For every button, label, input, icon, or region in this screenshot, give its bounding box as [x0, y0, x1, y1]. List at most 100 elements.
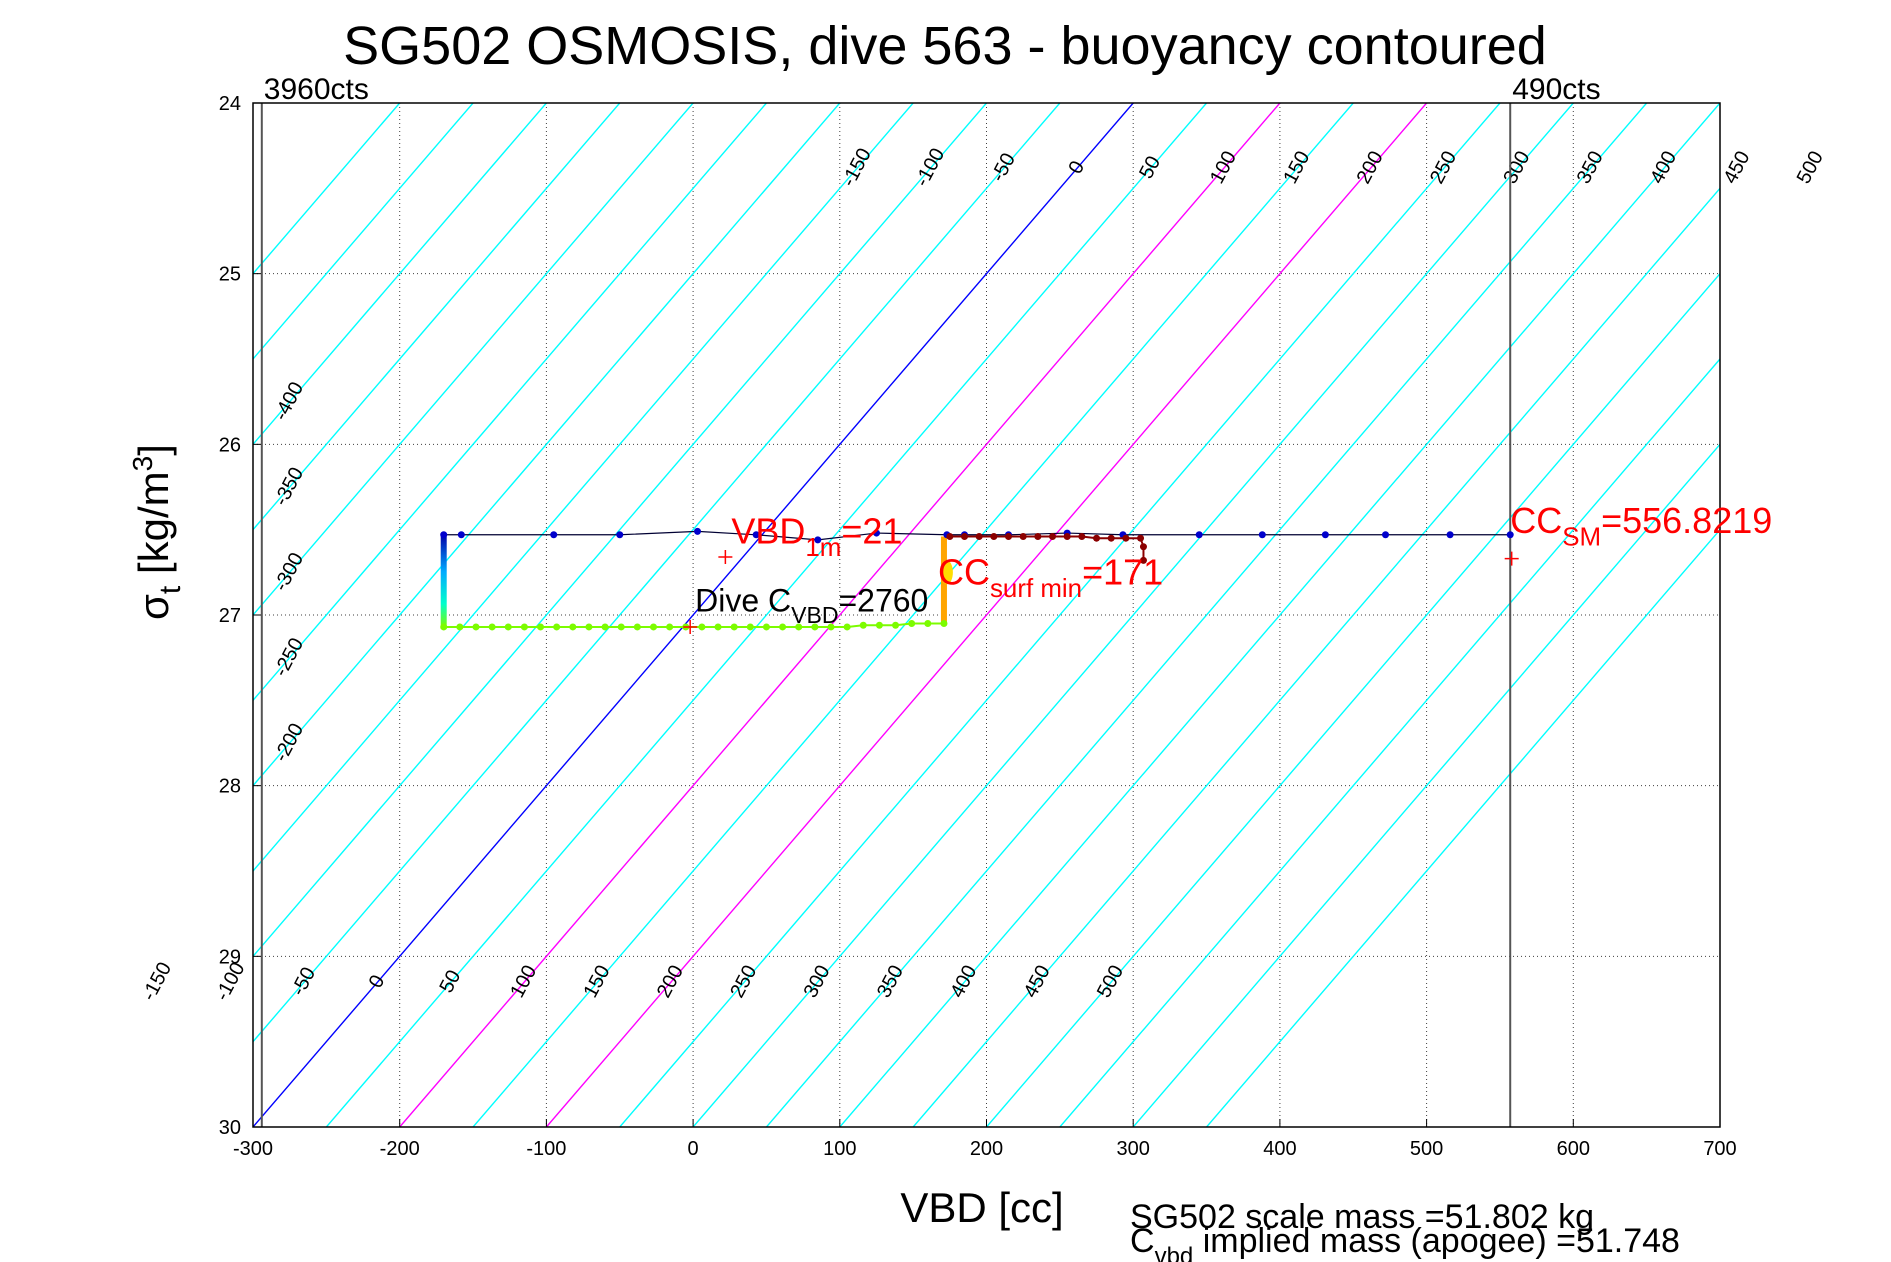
series — [440, 527, 1514, 631]
bottom-point — [859, 621, 867, 629]
apogee-point — [1063, 532, 1071, 540]
y-axis-label-sigma: σ — [130, 594, 177, 620]
contour-line — [325, 103, 1208, 1127]
annotation-dive-cvbd-value: =2760 — [838, 583, 928, 619]
bottom-point — [440, 623, 448, 631]
surface-point — [1506, 531, 1514, 539]
annotation-dive-cvbd: Dive CVBD=2760 — [695, 583, 928, 628]
bottom-point — [585, 623, 593, 631]
y-tick-label: 25 — [219, 264, 241, 286]
apogee-point — [975, 532, 983, 540]
x-tick-label: 400 — [1263, 1138, 1296, 1160]
contour-label-top: 450 — [1719, 148, 1754, 188]
apogee-point — [1078, 532, 1086, 540]
y-axis-label: σt [kg/m3] — [127, 444, 187, 620]
apogee-point — [1139, 556, 1147, 564]
bottom-point — [666, 623, 674, 631]
y-axis-label-unit-sup: 3 — [127, 456, 158, 472]
surface-point — [872, 529, 880, 537]
apogee-point — [1049, 532, 1057, 540]
contour-line — [253, 103, 474, 361]
vline-label-right: 490cts — [1512, 73, 1600, 106]
bottom-point — [908, 620, 916, 628]
bottom-point — [875, 621, 883, 629]
apogee-point — [1005, 532, 1013, 540]
annotation-cc-surf-min-sub: surf min — [990, 575, 1082, 603]
footer-implied-mass: Cvbd implied mass (apogee) =51.748 — [1130, 1222, 1680, 1262]
axis-ticks: -300 -200 -100 0 100 200 300 400 500 600 700 24 25 26… — [219, 93, 1737, 1160]
contour-label-top: 500 — [1793, 148, 1828, 188]
footer-cvbd-main: C — [1130, 1222, 1155, 1260]
bottom-point — [843, 623, 851, 631]
bottom-point — [472, 623, 480, 631]
chart-title: SG502 OSMOSIS, dive 563 - buoyancy conto… — [343, 16, 1547, 76]
y-axis-label-unit-pre: [kg/m — [130, 471, 177, 585]
annotation-vbd-1m-main: VBD — [731, 510, 805, 551]
plus-marker — [683, 619, 698, 634]
contour-line — [1059, 357, 1720, 1127]
contour-line — [1206, 528, 1720, 1127]
y-axis-label-sub: t — [154, 585, 187, 594]
contour-line — [472, 103, 1354, 1127]
bottom-point — [698, 623, 706, 631]
descent-bar — [440, 534, 447, 627]
x-tick-label: 700 — [1703, 1138, 1736, 1160]
annotation-cc-sm: CCSM=556.8219 — [1510, 500, 1772, 552]
annotation-cc-surf-min: CCsurf min=171 — [938, 551, 1163, 603]
contour-line — [545, 103, 1428, 1127]
surface-point — [550, 531, 558, 539]
contour-line — [253, 103, 1061, 1043]
apogee-point — [960, 532, 968, 540]
annotation-cc-surf-min-main: CC — [938, 551, 990, 592]
surface-point — [752, 531, 760, 539]
bottom-point — [617, 623, 625, 631]
contour-line — [253, 103, 621, 531]
contour-line — [253, 103, 914, 873]
annotation-cc-sm-sub: SM — [1562, 523, 1601, 551]
bottom-point — [762, 623, 770, 631]
bottom-point — [633, 623, 641, 631]
contour-line — [765, 103, 1648, 1127]
plus-marker — [718, 549, 733, 564]
bottom-point — [827, 623, 835, 631]
bottom-point — [714, 623, 722, 631]
plot-area: -150 -100 -50 0 50 100 150 200 250 300 350 400 450 50… — [138, 73, 1828, 1160]
contour-line — [839, 103, 1720, 1127]
y-tick-label: 26 — [219, 434, 241, 456]
surface-point — [616, 531, 624, 539]
markers — [683, 549, 1519, 634]
x-tick-label: 200 — [970, 1138, 1003, 1160]
bottom-point — [795, 623, 803, 631]
apogee-point — [1122, 534, 1130, 542]
contour-line — [1132, 443, 1720, 1127]
x-tick-label: 100 — [823, 1138, 856, 1160]
bottom-point — [649, 623, 657, 631]
annotation-vbd-1m-value: =21 — [841, 510, 902, 551]
y-tick-label: 30 — [219, 1117, 241, 1139]
y-tick-label: 29 — [219, 946, 241, 968]
surface-point — [814, 536, 822, 544]
contour-line — [692, 103, 1574, 1127]
x-tick-label: -300 — [233, 1138, 273, 1160]
surface-point — [440, 531, 448, 539]
footer-scale-mass: SG502 scale mass =51.802 kg — [1130, 1198, 1594, 1236]
bottom-point — [940, 620, 948, 628]
apogee-point — [1034, 532, 1042, 540]
x-tick-label: 600 — [1557, 1138, 1590, 1160]
apogee-point — [1019, 532, 1027, 540]
annotation-dive-cvbd-sub: VBD — [791, 602, 838, 628]
contour-label-bottom: -150 — [138, 959, 176, 1005]
x-tick-label: -200 — [380, 1138, 420, 1160]
contour-line — [253, 103, 694, 617]
footer-implied-text: implied mass (apogee) =51.748 — [1193, 1222, 1680, 1260]
surface-point — [1321, 531, 1329, 539]
bottom-point — [779, 623, 787, 631]
surface-point — [457, 531, 465, 539]
bottom-point — [488, 623, 496, 631]
annotation-cc-sm-main: CC — [1510, 500, 1562, 541]
annotation-cc-surf-min-value: =171 — [1082, 551, 1163, 592]
bottom-point — [746, 623, 754, 631]
contour-line — [399, 103, 1281, 1127]
apogee-point — [990, 532, 998, 540]
plus-marker — [1504, 551, 1519, 566]
